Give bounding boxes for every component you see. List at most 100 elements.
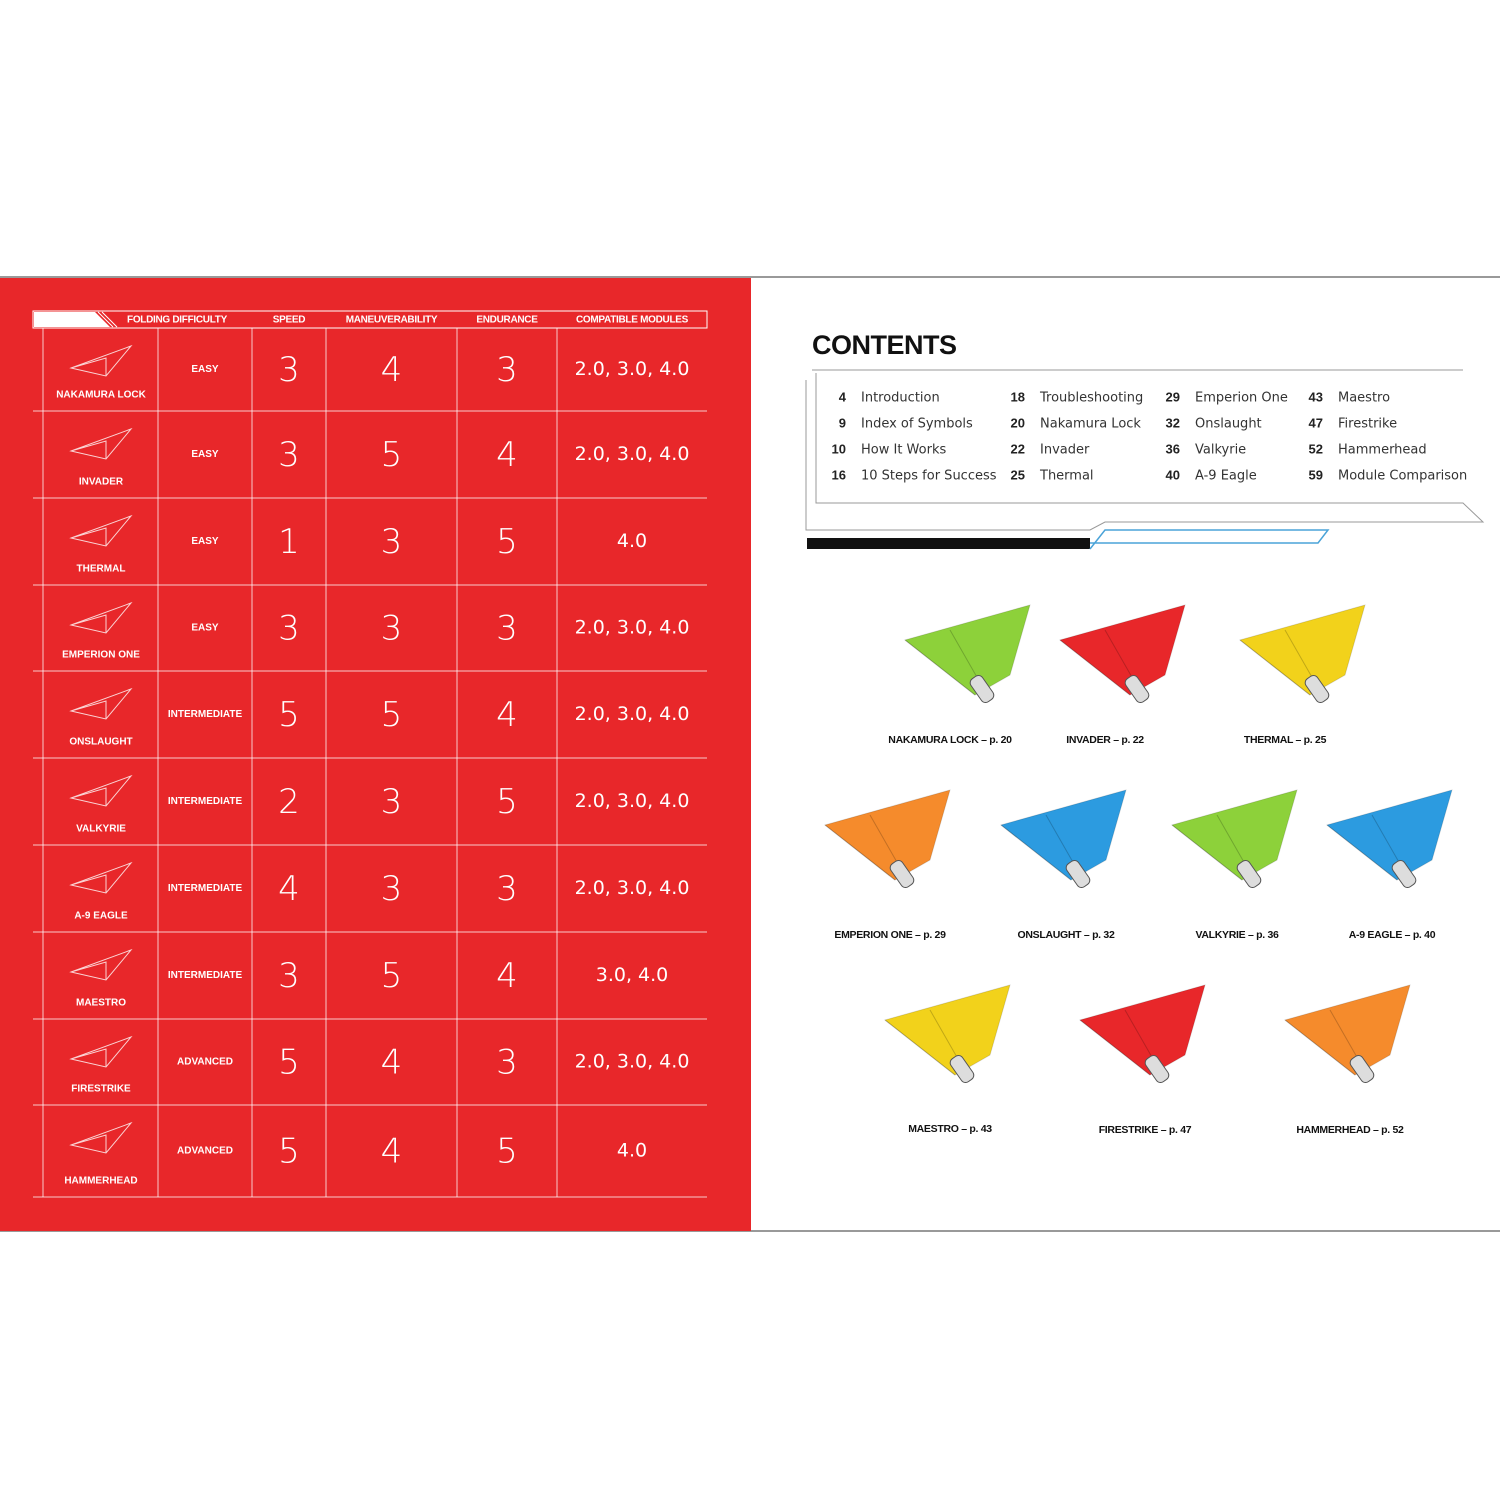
column-header: COMPATIBLE MODULES [576, 315, 689, 326]
rating: 1 [278, 522, 300, 562]
rating: 3 [278, 609, 300, 649]
entry-page: 10 [832, 441, 846, 456]
rating: 4 [496, 435, 518, 475]
rating: 3 [381, 522, 403, 562]
red-panel [0, 278, 751, 1231]
plane-sketch [69, 514, 133, 547]
rating: 3 [496, 1043, 518, 1083]
rating: 5 [278, 1132, 300, 1172]
rating: 5 [496, 782, 518, 822]
module [1349, 1054, 1375, 1084]
decor-bar [807, 538, 1090, 549]
entry-page: 47 [1309, 415, 1323, 430]
difficulty: INTERMEDIATE [168, 709, 243, 720]
difficulty: ADVANCED [177, 1146, 233, 1157]
entry-title: Index of Symbols [861, 417, 973, 432]
column-header: FOLDING DIFFICULTY [127, 315, 228, 326]
plane-sketch [69, 427, 133, 460]
plane-sketch [69, 601, 133, 634]
plane-tab [34, 312, 110, 327]
module [1144, 1054, 1170, 1084]
plane-name: FIRESTRIKE [71, 1084, 131, 1095]
contents-frame [805, 369, 1485, 531]
caption: NAKAMURA LOCK – p. 20 [888, 734, 1012, 746]
plane-name: A-9 EAGLE [74, 911, 128, 922]
plane-name: EMPERION ONE [62, 650, 140, 661]
column-header: MANEUVERABILITY [346, 315, 438, 326]
module [969, 674, 995, 704]
rating: 3 [496, 350, 518, 390]
rating: 4 [381, 1043, 403, 1083]
difficulty: EASY [191, 536, 219, 547]
modules: 2.0, 3.0, 4.0 [575, 1051, 690, 1073]
difficulty: EASY [191, 623, 219, 634]
modules: 4.0 [617, 1140, 647, 1162]
module [1391, 859, 1417, 889]
entry-page: 25 [1011, 467, 1025, 482]
modules: 4.0 [617, 530, 647, 552]
plane-photo [1170, 789, 1298, 881]
plane-photo [823, 789, 951, 881]
caption: HAMMERHEAD – p. 52 [1296, 1124, 1404, 1136]
plane-name: VALKYRIE [76, 824, 126, 835]
entry-title: Introduction [861, 391, 940, 406]
plane-name: MAESTRO [76, 998, 126, 1009]
entry-title: 10 Steps for Success [861, 469, 997, 484]
module [1065, 859, 1091, 889]
plane-name: ONSLAUGHT [69, 737, 132, 748]
plane-name: NAKAMURA LOCK [56, 390, 146, 401]
plane-sketch [69, 861, 133, 894]
modules: 2.0, 3.0, 4.0 [575, 443, 690, 465]
rating: 5 [496, 522, 518, 562]
entry-title: Onslaught [1195, 417, 1262, 432]
plane-photo [1058, 604, 1186, 696]
rating: 5 [381, 956, 403, 996]
entry-page: 22 [1011, 441, 1025, 456]
entry-title: Troubleshooting [1039, 391, 1143, 406]
modules: 2.0, 3.0, 4.0 [575, 877, 690, 899]
plane-photo [1238, 604, 1366, 696]
header-box [32, 310, 708, 329]
rating: 5 [278, 1043, 300, 1083]
entry-page: 36 [1166, 441, 1180, 456]
rating: 5 [381, 695, 403, 735]
plane-photo [1325, 789, 1453, 881]
difficulty: ADVANCED [177, 1057, 233, 1068]
rating: 3 [278, 350, 300, 390]
entry-page: 16 [832, 467, 846, 482]
column-header: PLANE [46, 315, 79, 326]
entry-title: Thermal [1039, 469, 1094, 484]
entry-page: 29 [1166, 389, 1180, 404]
rating: 3 [381, 869, 403, 909]
entry-title: Valkyrie [1195, 443, 1246, 458]
modules: 2.0, 3.0, 4.0 [575, 617, 690, 639]
entry-page: 18 [1011, 389, 1025, 404]
entry-page: 20 [1011, 415, 1025, 430]
module [1304, 674, 1330, 704]
rating: 3 [381, 782, 403, 822]
rating: 5 [381, 435, 403, 475]
entry-page: 40 [1166, 467, 1180, 482]
decor-line [1089, 529, 1330, 550]
plane-sketch [69, 774, 133, 807]
caption: MAESTRO – p. 43 [908, 1123, 992, 1135]
modules: 2.0, 3.0, 4.0 [575, 703, 690, 725]
difficulty: INTERMEDIATE [168, 883, 243, 894]
entry-page: 43 [1309, 389, 1323, 404]
rating: 5 [496, 1132, 518, 1172]
entry-title: Invader [1040, 443, 1090, 458]
plane-photo [999, 789, 1127, 881]
rating: 3 [381, 609, 403, 649]
caption: INVADER – p. 22 [1066, 734, 1144, 746]
plane-name: THERMAL [77, 564, 126, 575]
module [949, 1054, 975, 1084]
entry-page: 52 [1309, 441, 1323, 456]
caption: VALKYRIE – p. 36 [1195, 929, 1279, 941]
module [1124, 674, 1150, 704]
entry-title: Maestro [1338, 391, 1390, 406]
entry-title: Nakamura Lock [1040, 417, 1141, 432]
difficulty: INTERMEDIATE [168, 796, 243, 807]
entry-title: How It Works [861, 443, 946, 458]
plane-photo [1078, 984, 1206, 1076]
